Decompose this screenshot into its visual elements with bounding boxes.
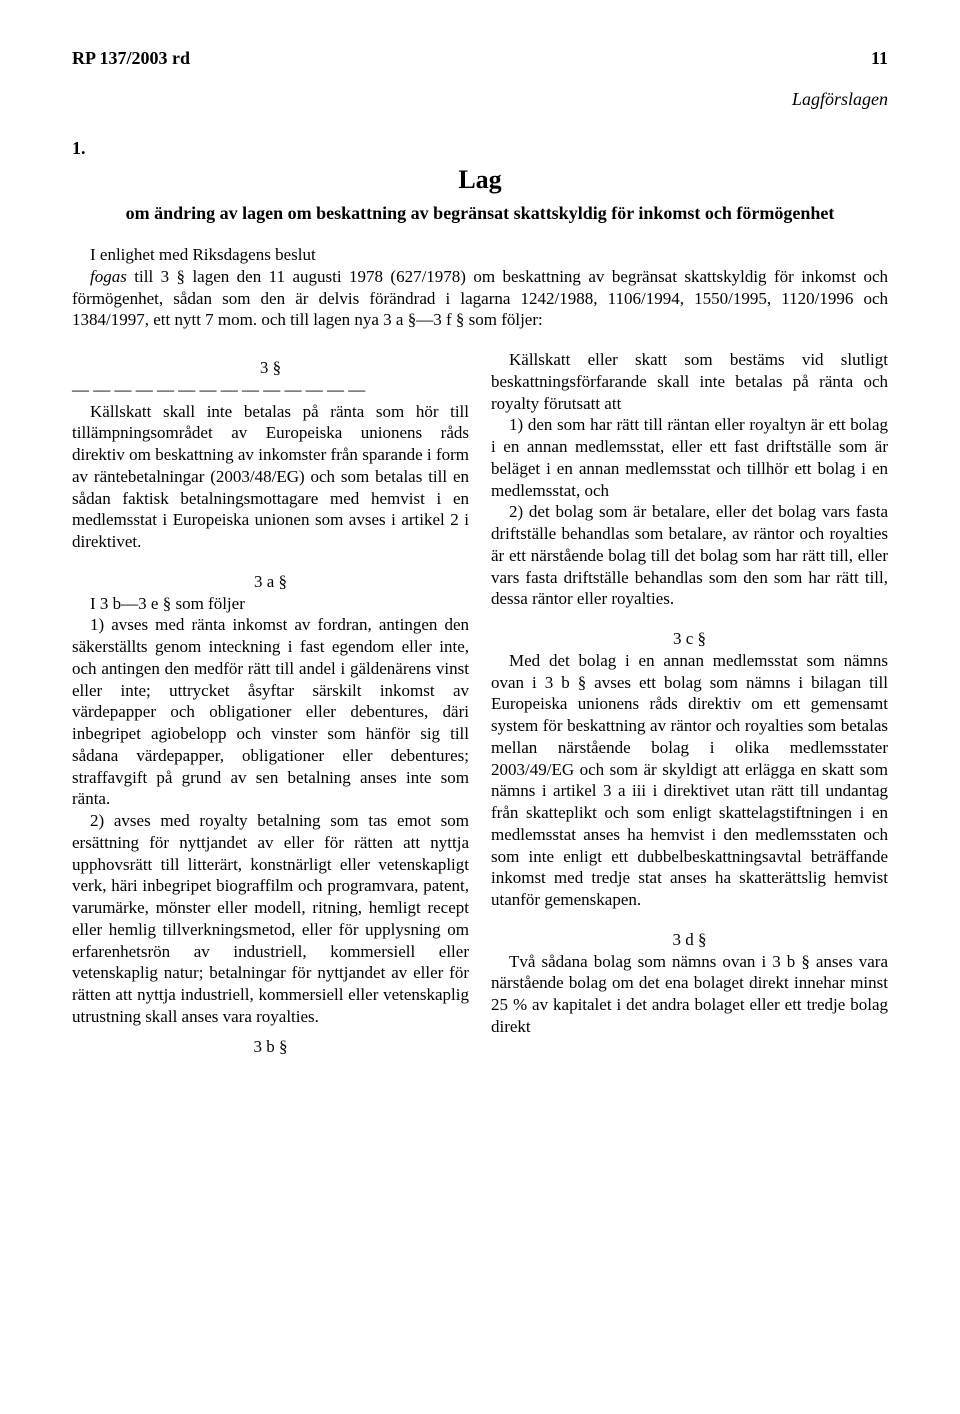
page-number: 11 [871, 48, 888, 69]
para-3a-3: 2) avses med royalty betalning som tas e… [72, 810, 469, 1028]
page-header: RP 137/2003 rd 11 [72, 48, 888, 69]
body-columns: 3 § — — — — — — — — — — — — — — Källskat… [72, 349, 888, 1057]
para-3d-1: Två sådana bolag som nämns ovan i 3 b § … [491, 951, 888, 1038]
para-3b-1: Källskatt eller skatt som bestäms vid sl… [491, 349, 888, 414]
law-subtitle: om ändring av lagen om beskattning av be… [72, 203, 888, 224]
intro-block: I enlighet med Riksdagens beslut fogas t… [72, 244, 888, 331]
para-3c-1: Med det bolag i en annan medlemsstat som… [491, 650, 888, 911]
para-3b-3: 2) det bolag som är betalare, eller det … [491, 501, 888, 610]
header-left: RP 137/2003 rd [72, 48, 190, 69]
header-right-title: Lagförslagen [72, 89, 888, 110]
heading-3b: 3 b § [72, 1036, 469, 1058]
para-3-body: Källskatt skall inte betalas på ränta so… [72, 401, 469, 553]
para-3a-2: 1) avses med ränta inkomst av fordran, a… [72, 614, 469, 810]
dash-row: — — — — — — — — — — — — — — [72, 379, 469, 401]
para-3b-2: 1) den som har rätt till räntan eller ro… [491, 414, 888, 501]
heading-3d: 3 d § [491, 929, 888, 951]
intro-fogas: fogas [90, 267, 127, 286]
law-word: Lag [72, 165, 888, 195]
section-number: 1. [72, 138, 888, 159]
para-3a-1: I 3 b—3 e § som följer [72, 593, 469, 615]
heading-3: 3 § [72, 357, 469, 379]
intro-body: till 3 § lagen den 11 augusti 1978 (627/… [72, 267, 888, 330]
intro-line1: I enlighet med Riksdagens beslut [90, 245, 316, 264]
heading-3c: 3 c § [491, 628, 888, 650]
heading-3a: 3 a § [72, 571, 469, 593]
